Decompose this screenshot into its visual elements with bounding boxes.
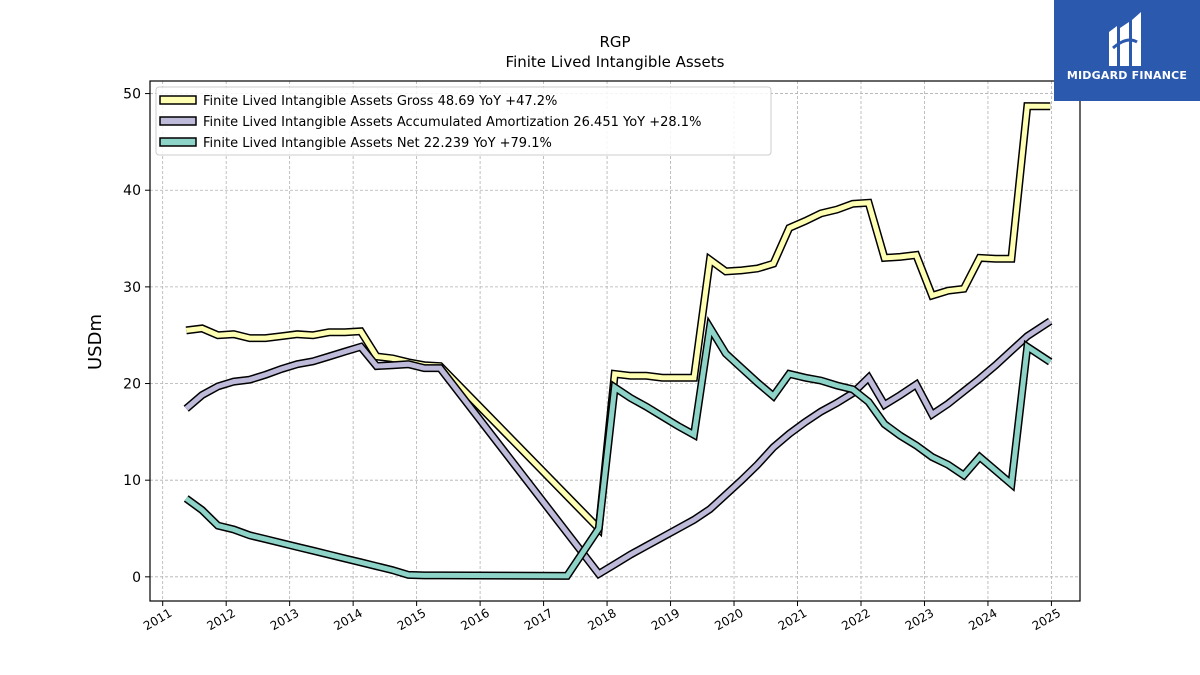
midgard-logo-icon — [1109, 12, 1141, 66]
x-tick-label: 2016 — [458, 606, 491, 633]
axes: 0 10 20 30 40 50 2011 2012 2013 2014 2015 2016 2017 2… — [123, 87, 1063, 634]
x-tick-label: 2011 — [141, 606, 174, 633]
series-line-1 — [185, 103, 1051, 535]
legend-swatch-2 — [159, 116, 197, 126]
series-line-2 — [184, 319, 1052, 578]
brand-name: MIDGARD FINANCE — [1066, 69, 1188, 82]
chart-subtitle: Finite Lived Intangible Assets — [506, 53, 725, 71]
x-tick-label: 2020 — [712, 606, 745, 633]
plot-frame — [149, 80, 1081, 602]
legend-box — [155, 86, 772, 156]
grid-lines — [150, 81, 1080, 601]
x-tick-label: 2023 — [903, 606, 936, 633]
series-layer — [183, 102, 1053, 580]
chart-title: RGP — [599, 33, 630, 51]
legend: Finite Lived Intangible Assets Gross 48.… — [155, 86, 772, 156]
y-axis-label: USDm — [85, 314, 106, 370]
y-tick-label: 20 — [123, 377, 141, 393]
series-outline-1 — [185, 102, 1051, 538]
y-tick-label: 40 — [123, 183, 141, 199]
x-tick-label: 2022 — [839, 606, 872, 633]
y-tick-label: 0 — [132, 570, 141, 586]
x-tick-label: 2025 — [1030, 606, 1063, 633]
legend-swatch-1 — [159, 95, 197, 105]
x-tick-label: 2014 — [331, 606, 364, 633]
legend-entry-2: Finite Lived Intangible Assets Accumulat… — [203, 115, 701, 130]
brand-logo: MIDGARD FINANCE — [1054, 0, 1200, 101]
legend-swatch-3 — [159, 137, 197, 147]
legend-entry-3: Finite Lived Intangible Assets Net 22.23… — [203, 136, 552, 151]
series-line-3 — [184, 320, 1052, 579]
y-tick-label: 10 — [123, 473, 141, 489]
legend-entry-1: Finite Lived Intangible Assets Gross 48.… — [203, 94, 557, 109]
y-tick-label: 50 — [123, 87, 141, 103]
x-tick-label: 2015 — [395, 606, 428, 633]
x-tick-label: 2018 — [585, 606, 618, 633]
x-tick-label: 2017 — [522, 606, 555, 633]
x-tick-label: 2019 — [649, 606, 682, 633]
x-tick-label: 2024 — [966, 606, 999, 633]
x-tick-label: 2013 — [268, 606, 301, 633]
y-tick-label: 30 — [123, 280, 141, 296]
x-tick-label: 2021 — [776, 606, 809, 633]
x-tick-label: 2012 — [204, 606, 237, 633]
